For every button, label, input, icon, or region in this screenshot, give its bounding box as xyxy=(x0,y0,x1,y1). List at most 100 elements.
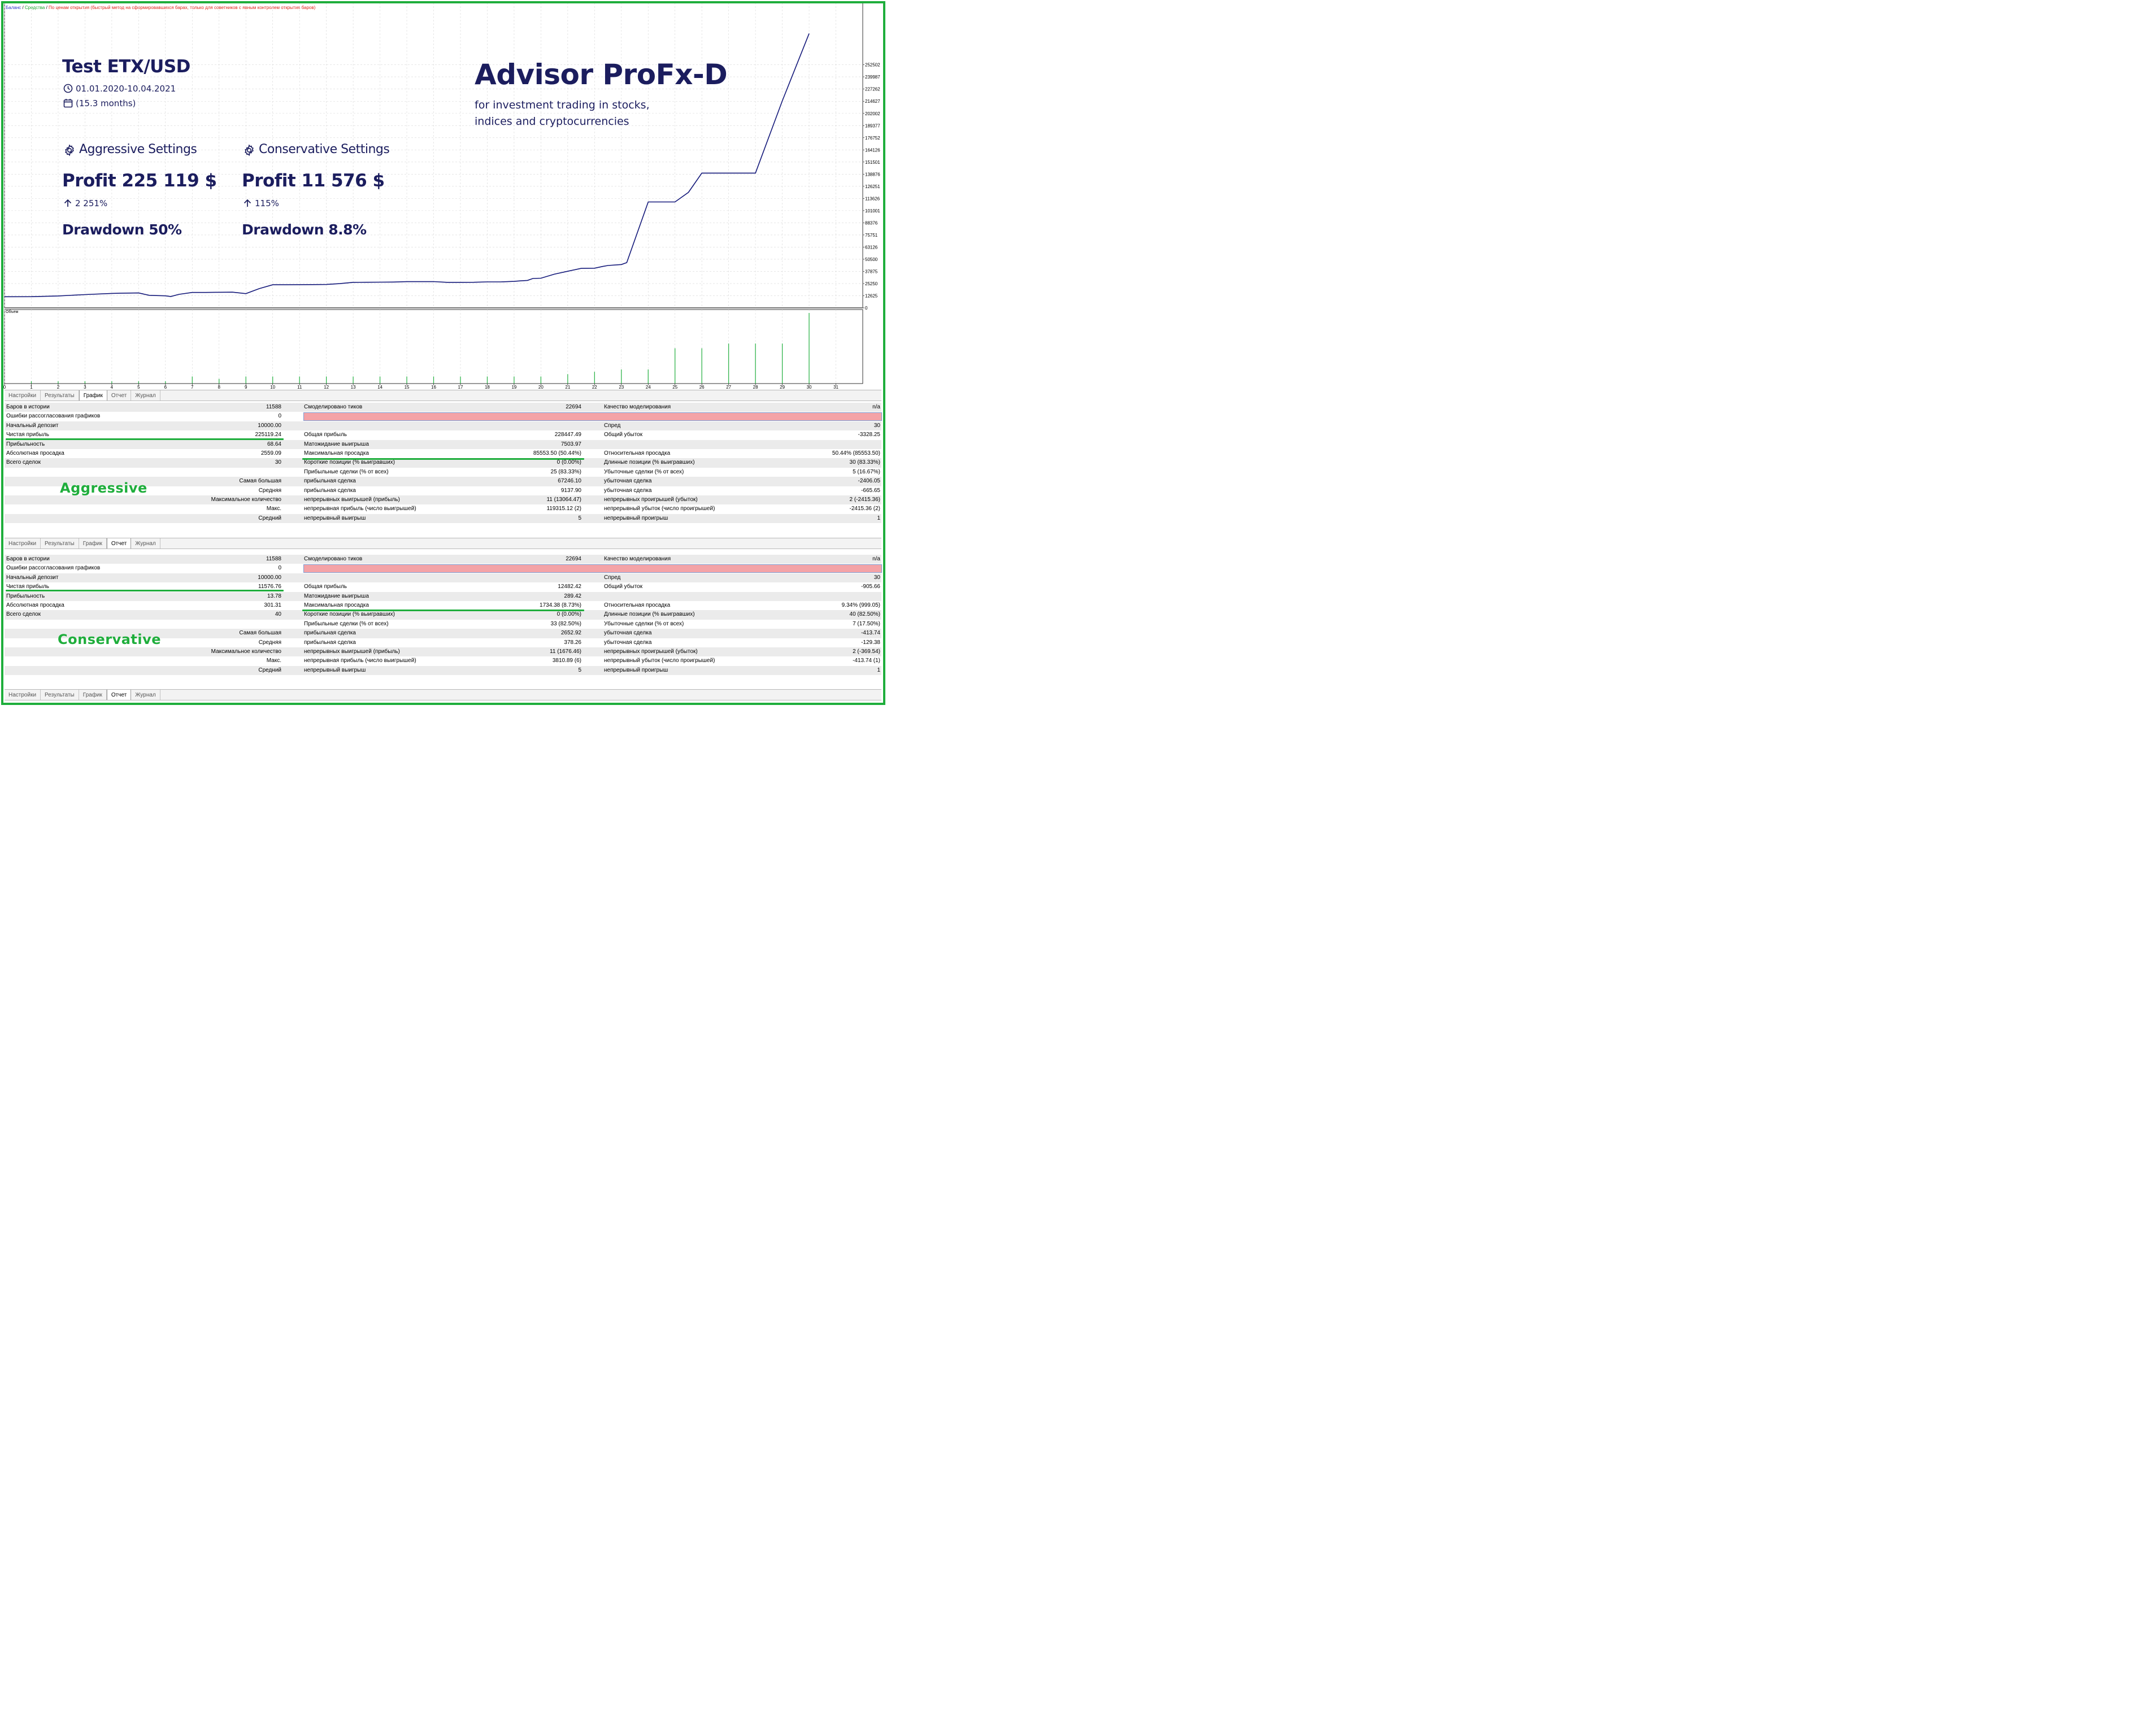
x-tick-label: 10 xyxy=(270,385,275,390)
report-value: 30 xyxy=(275,459,281,466)
tab-settings[interactable]: Настройки xyxy=(5,538,41,549)
tab-chart[interactable]: График xyxy=(79,690,107,700)
arrow-up-icon xyxy=(64,199,72,207)
report-label: непрерывная прибыль (число выигрышей) xyxy=(304,658,416,664)
y-tick-label: 0 xyxy=(865,306,868,311)
y-tick-label: 113626 xyxy=(865,196,880,201)
report-label: Абсолютная просадка xyxy=(6,602,64,608)
report-label: Матожидание выигрыша xyxy=(304,441,369,447)
report-label: непрерывный убыток (число проигрышей) xyxy=(604,658,715,664)
report-value: 225119.24 xyxy=(255,432,281,438)
tab-settings[interactable]: Настройки xyxy=(5,390,41,401)
x-tick-label: 3 xyxy=(84,385,86,390)
x-tick-label: 12 xyxy=(324,385,329,390)
tab-chart[interactable]: График xyxy=(79,538,107,549)
report-value: -665.65 xyxy=(861,487,880,494)
y-tick-label: 252502 xyxy=(865,63,880,68)
report-value: 5 (16.67%) xyxy=(853,468,880,475)
x-tick-label: 2 xyxy=(57,385,60,390)
report-value: 11 (1676.46) xyxy=(550,648,581,655)
report-value: 0 (0.00%) xyxy=(557,459,581,466)
report-label: непрерывных проигрышей (убыток) xyxy=(604,496,698,503)
report-value: Средняя xyxy=(258,639,281,646)
report-label: непрерывный убыток (число проигрышей) xyxy=(604,506,715,512)
tab-journal[interactable]: Журнал xyxy=(131,390,160,401)
report-row: Макс. непрерывная прибыль (число выигрыше… xyxy=(5,504,881,513)
report-value: Максимальное количество xyxy=(211,496,281,503)
report-value: Максимальное количество xyxy=(211,648,281,655)
test-title: Test ETX/USD xyxy=(62,56,190,77)
report-value: Макс. xyxy=(266,658,281,664)
tab-settings[interactable]: Настройки xyxy=(5,690,41,700)
report-value: 2 (-369.54) xyxy=(853,648,880,655)
highlight-underline xyxy=(6,438,284,440)
report-row: Средняя прибыльная сделка 9137.90 убыточная… xyxy=(5,486,881,495)
report-value: 9137.90 xyxy=(560,487,581,494)
tab-results[interactable]: Результаты xyxy=(41,690,79,700)
report-label: Абсолютная просадка xyxy=(6,450,64,456)
report-row: Ошибки рассогласования графиков 0 xyxy=(5,412,881,421)
tab-report[interactable]: Отчет xyxy=(107,390,132,401)
clock-icon xyxy=(63,84,73,93)
highlight-underline xyxy=(302,610,584,611)
y-tick-label: 88376 xyxy=(865,220,878,225)
tab-report[interactable]: Отчет xyxy=(106,690,132,700)
conservative-heading: Conservative Settings xyxy=(259,142,390,156)
x-tick-label: 28 xyxy=(753,385,758,390)
report-value: Средняя xyxy=(258,487,281,494)
report-value: 11588 xyxy=(266,556,281,562)
report-label: Относительная просадка xyxy=(604,602,671,608)
report-label: убыточная сделка xyxy=(604,487,652,494)
report-row: Начальный депозит 10000.00 Спред 30 xyxy=(5,421,881,431)
x-tick-label: 5 xyxy=(137,385,140,390)
y-tick-label: 101001 xyxy=(865,208,880,214)
report-value: 0 (0.00%) xyxy=(557,611,581,618)
report-label: Баров в истории xyxy=(6,404,50,410)
tab-journal[interactable]: Журнал xyxy=(131,690,160,700)
report-label: Прибыльность xyxy=(6,593,45,599)
report-value: 67246.10 xyxy=(558,478,581,485)
tab-journal[interactable]: Журнал xyxy=(131,538,160,549)
report-value: 40 (82.50%) xyxy=(849,611,880,618)
report-row: Прибыльность 13.78 Матожидание выигрыша 289… xyxy=(5,591,881,601)
report-value: 40 xyxy=(275,611,281,618)
advisor-subtitle-2: indices and cryptocurrencies xyxy=(475,115,629,128)
report-label: Общий убыток xyxy=(604,432,643,438)
balance-chart[interactable]: 2525022399872272622146272020021893771767… xyxy=(0,0,885,390)
report-label: Начальный депозит xyxy=(6,574,59,581)
tab-results[interactable]: Результаты xyxy=(41,538,79,549)
x-tick-label: 21 xyxy=(565,385,570,390)
x-tick-label: 0 xyxy=(3,385,6,390)
x-tick-label: 22 xyxy=(592,385,597,390)
report-value: 228447.49 xyxy=(554,432,581,438)
report-value: 5 xyxy=(578,515,581,521)
report-row: Всего сделок 40 Короткие позиции (% выигра… xyxy=(5,610,881,620)
report-label: непрерывных выигрышей (прибыль) xyxy=(304,648,400,655)
report-value: n/a xyxy=(872,556,880,562)
tab-report[interactable]: Отчет xyxy=(106,538,132,549)
report-label: Смоделировано тиков xyxy=(304,404,363,410)
report-label: убыточная сделка xyxy=(604,639,652,646)
report-label: Убыточные сделки (% от всех) xyxy=(604,620,684,627)
report-value: 301.31 xyxy=(264,602,281,608)
report-value: 1734.38 (8.73%) xyxy=(540,602,581,608)
report-label: Спред xyxy=(604,574,621,581)
x-tick-label: 18 xyxy=(485,385,490,390)
report-label: убыточная сделка xyxy=(604,630,652,637)
report-label: Короткие позиции (% выигравших) xyxy=(304,611,395,618)
tab-chart[interactable]: График xyxy=(79,390,107,401)
report-value: 25 (83.33%) xyxy=(550,468,581,475)
report-row: Ошибки рассогласования графиков 0 xyxy=(5,564,881,573)
y-tick-label: 138876 xyxy=(865,172,880,177)
tabbar-top: Настройки Результаты График Отчет Журнал xyxy=(5,390,881,401)
tabbar-bottom: Настройки Результаты График Отчет Журнал xyxy=(5,689,881,700)
report-label: Максимальная просадка xyxy=(304,450,369,456)
report-label: прибыльная сделка xyxy=(304,639,356,646)
report-label: убыточная сделка xyxy=(604,478,652,485)
report-value: n/a xyxy=(872,404,880,410)
tab-results[interactable]: Результаты xyxy=(41,390,79,401)
report-value: 13.78 xyxy=(267,593,281,599)
x-tick-label: 30 xyxy=(807,385,812,390)
report-row: Самая большая прибыльная сделка 2652.92 убы… xyxy=(5,629,881,638)
chart-grid xyxy=(4,2,863,384)
